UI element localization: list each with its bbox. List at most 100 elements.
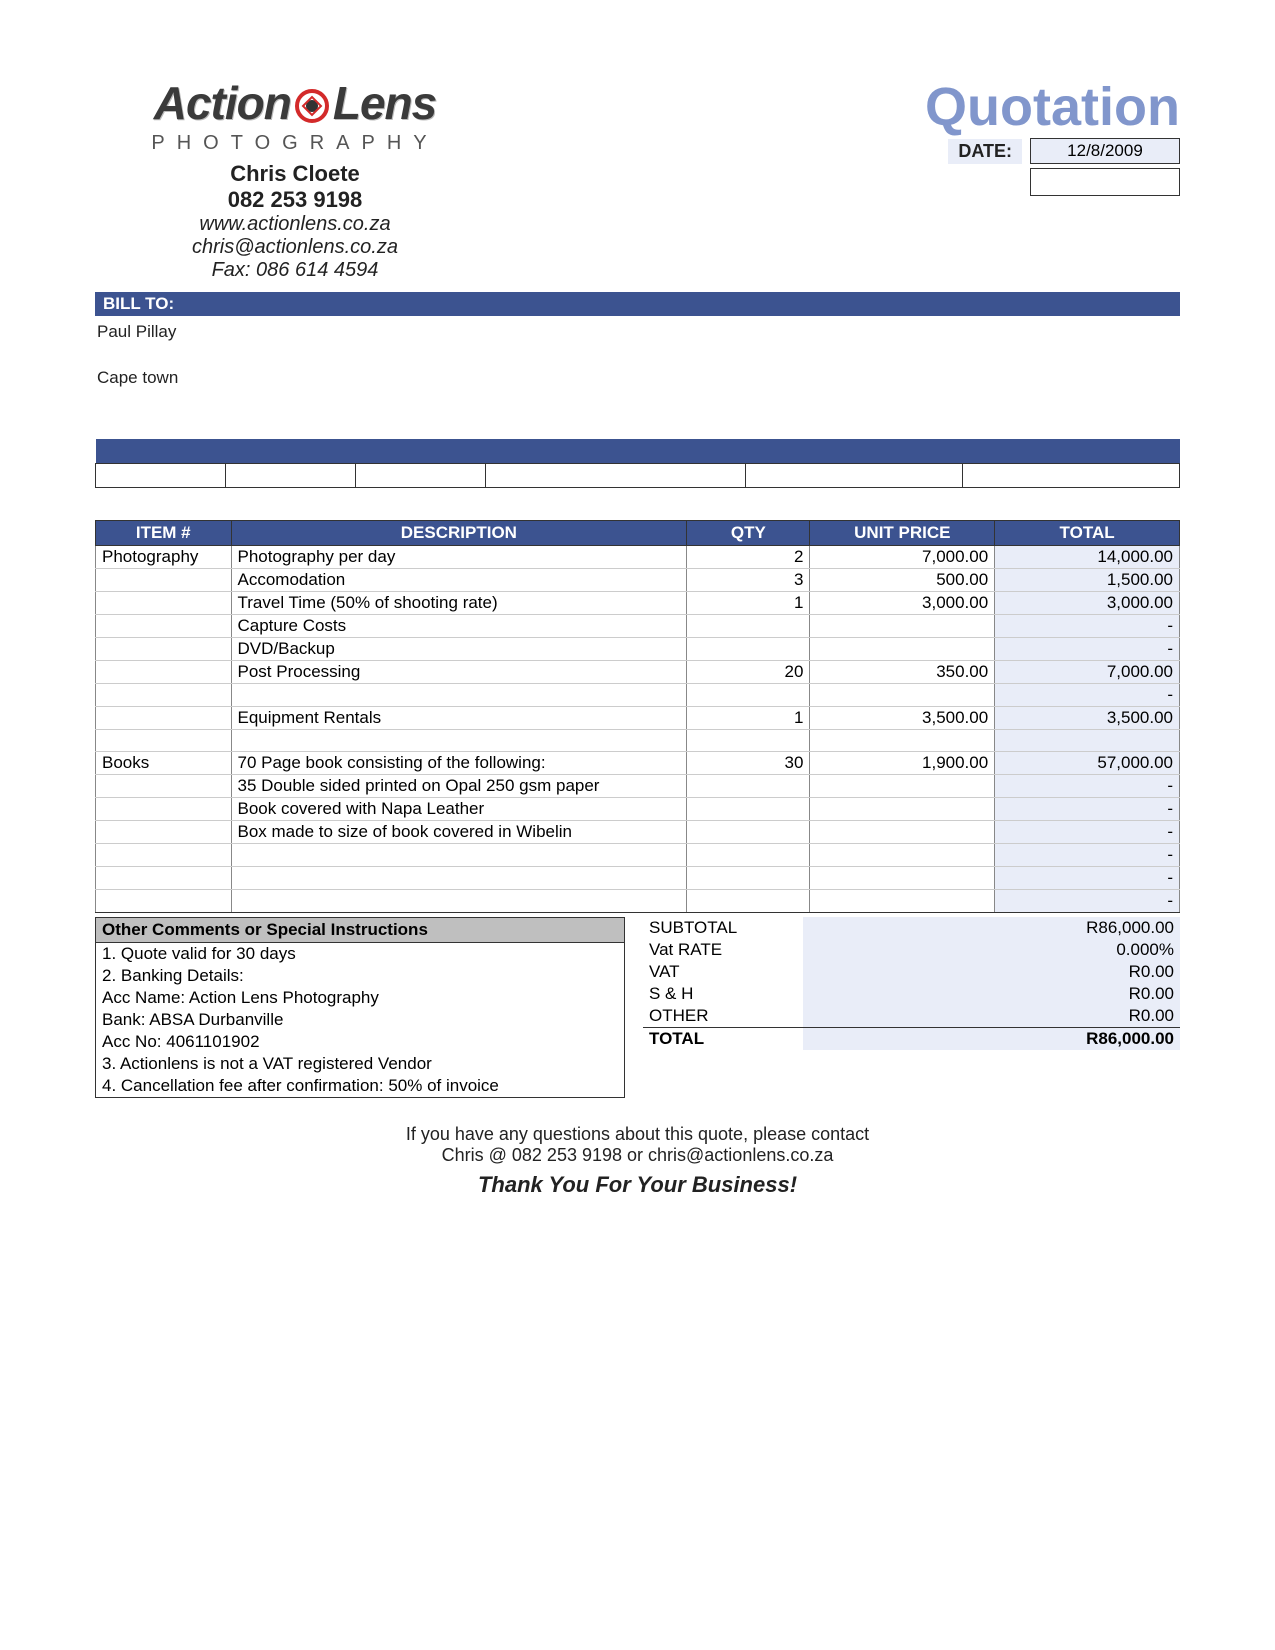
cell-desc: 70 Page book consisting of the following… xyxy=(231,751,687,774)
cell-item xyxy=(96,889,232,912)
cell-item xyxy=(96,637,232,660)
cell-total: - xyxy=(995,637,1180,660)
table-row xyxy=(96,729,1180,751)
logo-word-action: Action xyxy=(154,77,291,129)
col-description: DESCRIPTION xyxy=(231,520,687,545)
cell-total: 3,500.00 xyxy=(995,706,1180,729)
table-row: Post Processing20350.007,000.00 xyxy=(96,660,1180,683)
cell-price: 1,900.00 xyxy=(810,751,995,774)
table-row: 35 Double sided printed on Opal 250 gsm … xyxy=(96,774,1180,797)
cell-desc xyxy=(231,889,687,912)
vat-rate-value: 0.000% xyxy=(803,939,1180,961)
cell-price: 500.00 xyxy=(810,568,995,591)
quotation-document: ActionLens PHOTOGRAPHY Chris Cloete 082 … xyxy=(0,0,1275,1238)
logo-word-lens: Lens xyxy=(333,77,436,129)
cell-qty: 1 xyxy=(687,591,810,614)
cell-desc: Equipment Rentals xyxy=(231,706,687,729)
cell-desc xyxy=(231,866,687,889)
cell-price xyxy=(810,797,995,820)
logo-subtitle: PHOTOGRAPHY xyxy=(95,132,495,155)
sh-value: R0.00 xyxy=(803,983,1180,1005)
table-row: Book covered with Napa Leather- xyxy=(96,797,1180,820)
cell-desc xyxy=(231,683,687,706)
cell-price: 7,000.00 xyxy=(810,545,995,568)
cell-desc: Book covered with Napa Leather xyxy=(231,797,687,820)
cell-item xyxy=(96,568,232,591)
items-header-row: ITEM # DESCRIPTION QTY UNIT PRICE TOTAL xyxy=(96,520,1180,545)
comments-box: Other Comments or Special Instructions 1… xyxy=(95,917,625,1098)
contact-website: www.actionlens.co.za xyxy=(95,213,495,236)
cell-desc: Post Processing xyxy=(231,660,687,683)
document-title: Quotation xyxy=(820,80,1180,134)
cell-qty xyxy=(687,797,810,820)
col-item: ITEM # xyxy=(96,520,232,545)
cell-qty xyxy=(687,820,810,843)
table-row: Accomodation3500.001,500.00 xyxy=(96,568,1180,591)
footer: If you have any questions about this quo… xyxy=(95,1124,1180,1198)
table-row: DVD/Backup- xyxy=(96,637,1180,660)
table-row: - xyxy=(96,683,1180,706)
company-logo: Action Lens xyxy=(95,80,495,130)
cell-item xyxy=(96,820,232,843)
cell-item: Photography xyxy=(96,545,232,568)
vat-row: VAT R0.00 xyxy=(643,961,1180,983)
cell-item xyxy=(96,660,232,683)
cell-qty: 30 xyxy=(687,751,810,774)
subtotal-value: R86,000.00 xyxy=(803,917,1180,939)
cell-qty xyxy=(687,866,810,889)
footer-line1: If you have any questions about this quo… xyxy=(95,1124,1180,1145)
table-row: Books70 Page book consisting of the foll… xyxy=(96,751,1180,774)
cell-price xyxy=(810,820,995,843)
cell-total: - xyxy=(995,843,1180,866)
reference-box xyxy=(1030,168,1180,196)
cell-price xyxy=(810,843,995,866)
cell-item xyxy=(96,614,232,637)
cell-desc: Box made to size of book covered in Wibe… xyxy=(231,820,687,843)
comment-line: 1. Quote valid for 30 days xyxy=(96,943,624,965)
sh-label: S & H xyxy=(643,983,803,1005)
table-row: Box made to size of book covered in Wibe… xyxy=(96,820,1180,843)
col-total: TOTAL xyxy=(995,520,1180,545)
date-value: 12/8/2009 xyxy=(1030,138,1180,164)
cell-desc: Capture Costs xyxy=(231,614,687,637)
other-label: OTHER xyxy=(643,1005,803,1028)
footer-line2: Chris @ 082 253 9198 or chris@actionlens… xyxy=(95,1145,1180,1166)
cell-qty: 3 xyxy=(687,568,810,591)
col-unit-price: UNIT PRICE xyxy=(810,520,995,545)
cell-qty xyxy=(687,774,810,797)
cell-qty: 2 xyxy=(687,545,810,568)
grand-total-row: TOTAL R86,000.00 xyxy=(643,1027,1180,1050)
cell-item xyxy=(96,843,232,866)
contact-email: chris@actionlens.co.za xyxy=(95,236,495,259)
vat-label: VAT xyxy=(643,961,803,983)
table-row: PhotographyPhotography per day27,000.001… xyxy=(96,545,1180,568)
cell-desc xyxy=(231,729,687,751)
table-row: Equipment Rentals13,500.003,500.00 xyxy=(96,706,1180,729)
total-value: R86,000.00 xyxy=(803,1027,1180,1050)
col-qty: QTY xyxy=(687,520,810,545)
cell-price: 350.00 xyxy=(810,660,995,683)
cell-qty xyxy=(687,637,810,660)
comment-line: Bank: ABSA Durbanville xyxy=(96,1009,624,1031)
subtotal-row: SUBTOTAL R86,000.00 xyxy=(643,917,1180,939)
total-label: TOTAL xyxy=(643,1027,803,1050)
cell-price: 3,500.00 xyxy=(810,706,995,729)
bill-to-line2 xyxy=(97,344,1178,366)
date-label: DATE: xyxy=(948,139,1022,164)
cell-price xyxy=(810,889,995,912)
vat-value: R0.00 xyxy=(803,961,1180,983)
bottom-row: Other Comments or Special Instructions 1… xyxy=(95,917,1180,1098)
items-table: ITEM # DESCRIPTION QTY UNIT PRICE TOTAL … xyxy=(95,520,1180,913)
cell-qty: 1 xyxy=(687,706,810,729)
cell-total: - xyxy=(995,683,1180,706)
header: ActionLens PHOTOGRAPHY Chris Cloete 082 … xyxy=(95,80,1180,282)
cell-desc: Travel Time (50% of shooting rate) xyxy=(231,591,687,614)
cell-price xyxy=(810,637,995,660)
table-row: - xyxy=(96,889,1180,912)
bill-to-city: Cape town xyxy=(97,366,1178,390)
logo-block: ActionLens PHOTOGRAPHY Chris Cloete 082 … xyxy=(95,80,495,282)
cell-qty xyxy=(687,843,810,866)
cell-total: - xyxy=(995,889,1180,912)
comments-header: Other Comments or Special Instructions xyxy=(96,918,624,943)
cell-total: 3,000.00 xyxy=(995,591,1180,614)
